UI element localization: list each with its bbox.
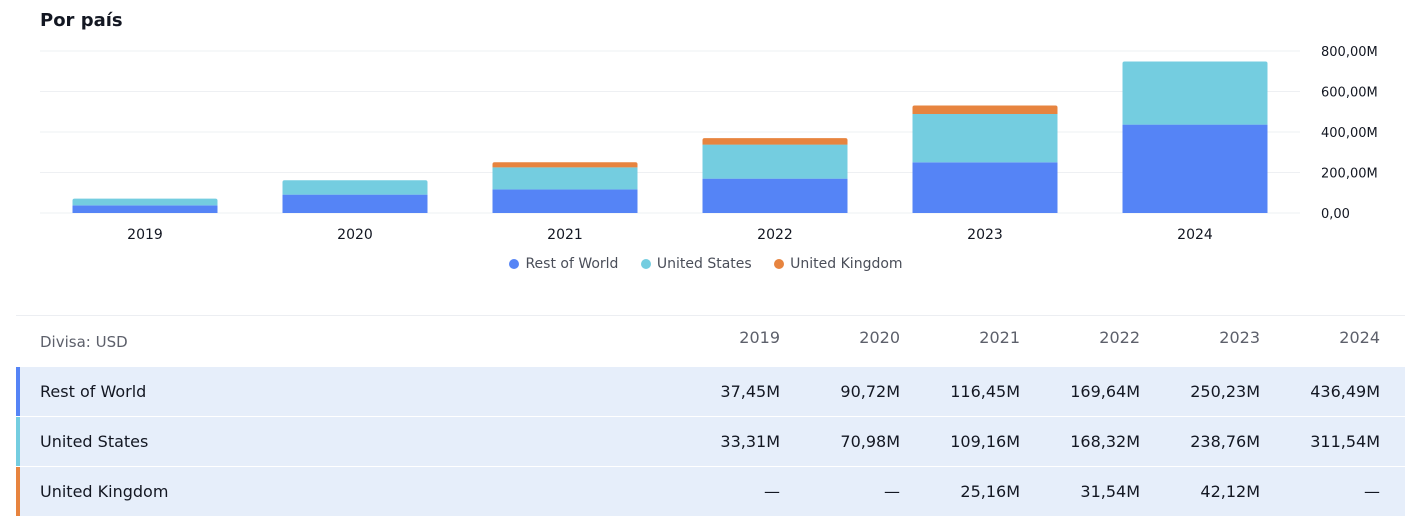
bar-rest-of-world — [1122, 124, 1268, 213]
table-cell: 42,12M — [1200, 482, 1260, 501]
bar-united-states — [492, 167, 638, 190]
table-header-row: Divisa: USD 2019 2020 2021 2022 2023 202… — [16, 316, 1405, 366]
legend-item-rest-of-world[interactable]: Rest of World — [509, 256, 618, 272]
x-tick-label: 2021 — [547, 227, 583, 243]
stacked-bar-chart: 0,00 200,00M 400,00M 600,00M 800,00M 2019 2020… — [40, 45, 1378, 243]
year-header: 2020 — [859, 328, 900, 347]
legend-dot-united-states — [640, 259, 651, 269]
bar-united-states — [702, 144, 848, 179]
y-tick-label: 0,00 — [1321, 207, 1350, 222]
bar-rest-of-world — [282, 194, 428, 213]
bar-rest-of-world — [912, 162, 1058, 213]
bar-rest-of-world — [72, 205, 218, 213]
year-header: 2024 — [1339, 328, 1380, 347]
chart-legend: Rest of World United States United Kingd… — [0, 256, 1412, 273]
x-tick-label: 2024 — [1177, 227, 1213, 243]
bar-united-kingdom — [702, 138, 848, 145]
table-cell: 37,45M — [720, 382, 780, 401]
row-label: United States — [40, 432, 149, 451]
y-tick-label: 800,00M — [1321, 45, 1378, 60]
legend-item-united-states[interactable]: United States — [640, 256, 752, 272]
year-header: 2023 — [1219, 328, 1260, 347]
table-cell: 70,98M — [840, 432, 900, 451]
legend-item-united-kingdom[interactable]: United Kingdom — [774, 256, 903, 272]
bar-united-states — [282, 180, 428, 195]
bar-united-states — [912, 113, 1058, 163]
bar-united-states — [72, 198, 218, 206]
y-tick-label: 600,00M — [1321, 86, 1378, 101]
bar-united-kingdom — [492, 162, 638, 168]
table-cell: 169,64M — [1070, 382, 1140, 401]
x-tick-label: 2019 — [127, 227, 163, 243]
table-cell: 311,54M — [1310, 432, 1380, 451]
bar-rest-of-world — [702, 178, 848, 213]
table-cell: — — [1364, 482, 1380, 501]
year-header: 2019 — [739, 328, 780, 347]
y-tick-label: 400,00M — [1321, 126, 1378, 141]
bar-united-states — [1122, 61, 1268, 125]
table-row[interactable]: United Kingdom — — 25,16M 31,54M 42,12M … — [16, 466, 1405, 516]
table-cell: 109,16M — [950, 432, 1020, 451]
table-cell: — — [764, 482, 780, 501]
table-cell: 250,23M — [1190, 382, 1260, 401]
table-cell: 238,76M — [1190, 432, 1260, 451]
table-cell: 116,45M — [950, 382, 1020, 401]
table-cell: 31,54M — [1080, 482, 1140, 501]
table-cell: 436,49M — [1310, 382, 1380, 401]
bar-rest-of-world — [492, 189, 638, 213]
row-label: Rest of World — [40, 382, 147, 401]
legend-label: United States — [656, 256, 752, 272]
row-color-marker — [16, 367, 20, 416]
table-cell: — — [884, 482, 900, 501]
legend-dot-united-kingdom — [774, 259, 785, 269]
table-cell: 90,72M — [840, 382, 900, 401]
data-table: Divisa: USD 2019 2020 2021 2022 2023 202… — [16, 315, 1405, 516]
x-tick-label: 2022 — [757, 227, 793, 243]
bar-united-kingdom — [912, 105, 1058, 114]
table-cell: 33,31M — [720, 432, 780, 451]
table-row[interactable]: United States 33,31M 70,98M 109,16M 168,… — [16, 416, 1405, 466]
row-label: United Kingdom — [40, 482, 169, 501]
year-header: 2021 — [979, 328, 1020, 347]
table-cell: 168,32M — [1070, 432, 1140, 451]
x-tick-label: 2023 — [967, 227, 1003, 243]
x-tick-label: 2020 — [337, 227, 373, 243]
year-header: 2022 — [1099, 328, 1140, 347]
chart-title: Por país — [40, 10, 123, 31]
legend-label: Rest of World — [525, 256, 619, 272]
row-color-marker — [16, 467, 20, 516]
y-tick-label: 200,00M — [1321, 167, 1378, 182]
row-color-marker — [16, 417, 20, 466]
legend-dot-rest-of-world — [509, 259, 520, 269]
legend-label: United Kingdom — [790, 256, 903, 272]
table-cell: 25,16M — [960, 482, 1020, 501]
table-row[interactable]: Rest of World 37,45M 90,72M 116,45M 169,… — [16, 366, 1405, 416]
currency-label: Divisa: USD — [40, 333, 128, 351]
